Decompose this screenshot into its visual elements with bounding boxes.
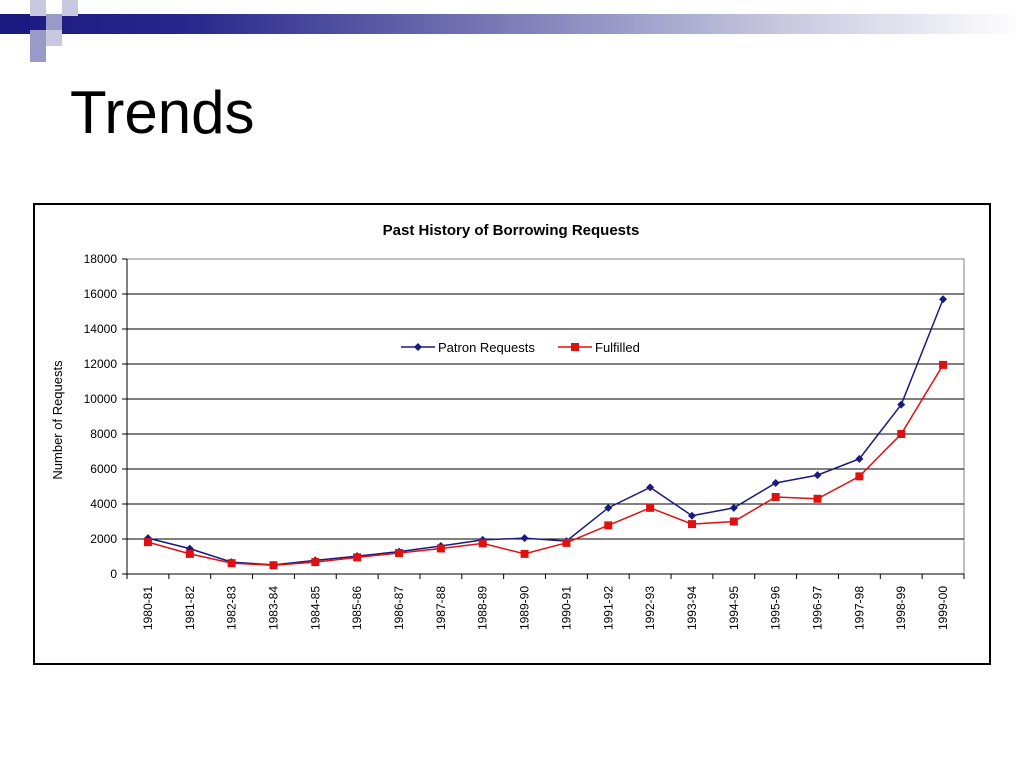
data-point <box>520 549 529 558</box>
chart-title: Past History of Borrowing Requests <box>383 222 640 239</box>
data-point <box>520 534 529 543</box>
legend-label: Patron Requests <box>438 340 535 355</box>
series-patron-requests <box>143 295 948 569</box>
legend-item-fulfilled: Fulfilled <box>558 340 640 355</box>
data-point <box>353 553 362 562</box>
header-gradient-band <box>0 14 1024 34</box>
data-point <box>604 521 613 530</box>
data-point <box>646 483 655 492</box>
decor-square-lavender <box>30 30 46 46</box>
series-lines <box>143 295 948 570</box>
plot-area <box>126 258 965 575</box>
data-point <box>855 472 864 481</box>
data-point <box>311 558 320 567</box>
data-point <box>269 561 278 570</box>
data-point <box>687 520 696 529</box>
x-tick-label: 1988-89 <box>476 586 490 630</box>
data-point <box>939 360 948 369</box>
y-tick-label: 6000 <box>90 462 117 476</box>
x-tick-label: 1990-91 <box>559 586 573 630</box>
y-tick-label: 0 <box>110 567 117 581</box>
legend: Patron Requests Fulfilled <box>401 340 640 355</box>
x-tick-label: 1992-93 <box>643 586 657 630</box>
decor-square-light <box>30 0 46 16</box>
x-tick-label: 1989-90 <box>518 586 532 630</box>
x-tick-label: 1995-96 <box>769 586 783 630</box>
data-point <box>813 471 822 480</box>
legend-marker <box>414 343 422 351</box>
x-tick-label: 1986-87 <box>392 586 406 630</box>
y-tick-label: 16000 <box>84 287 118 301</box>
x-tick-label: 1984-85 <box>308 586 322 630</box>
decor-square-light-3 <box>62 0 78 16</box>
legend-marker <box>571 343 579 351</box>
data-point <box>395 549 404 557</box>
y-tick-label: 10000 <box>84 392 118 406</box>
y-tick-label: 12000 <box>84 357 118 371</box>
data-point <box>646 503 655 512</box>
decor-square-navy <box>14 14 30 30</box>
y-tick-label: 14000 <box>84 322 118 336</box>
data-point <box>604 503 613 512</box>
x-tick-label: 1982-83 <box>225 586 239 630</box>
x-tick-label: 1985-86 <box>350 586 364 630</box>
chart-frame: Past History of Borrowing Requests Numbe… <box>33 203 991 665</box>
line-chart: Past History of Borrowing Requests Numbe… <box>50 222 965 630</box>
gridlines <box>126 258 965 575</box>
x-tick-label: 1994-95 <box>727 586 741 630</box>
data-point <box>436 544 445 553</box>
slide-title: Trends <box>70 79 255 146</box>
x-tick-label: 1999-00 <box>936 586 950 630</box>
axes: 0 2000 4000 6000 8000 10000 12000 14000 16000 180… <box>84 252 965 630</box>
data-point <box>227 559 236 568</box>
data-point <box>185 549 194 558</box>
x-tick-label: 1991-92 <box>601 586 615 630</box>
data-point <box>729 517 738 526</box>
data-point <box>855 454 864 463</box>
series-line <box>147 298 944 566</box>
x-tick-label: 1980-81 <box>141 586 155 630</box>
data-point <box>143 538 152 547</box>
x-tick-label: 1983-84 <box>266 586 280 630</box>
x-tick-label: 1993-94 <box>685 586 699 630</box>
decor-square-light-2 <box>46 30 62 46</box>
legend-item-patron-requests: Patron Requests <box>401 340 535 355</box>
legend-label: Fulfilled <box>595 340 640 355</box>
data-point <box>562 538 571 547</box>
x-tick-label: 1981-82 <box>183 586 197 630</box>
data-point <box>897 430 906 438</box>
data-point <box>478 539 487 548</box>
data-point <box>771 493 780 501</box>
series-fulfilled <box>143 360 948 570</box>
x-tick-label: 1987-88 <box>434 586 448 630</box>
data-point <box>813 494 822 503</box>
decor-square-lavender-2 <box>46 14 62 30</box>
x-tick-label: 1996-97 <box>811 586 825 630</box>
y-tick-label: 8000 <box>90 427 117 441</box>
x-tick-label: 1997-98 <box>852 586 866 630</box>
series-line <box>147 364 944 567</box>
y-axis-label: Number of Requests <box>50 360 65 480</box>
y-tick-label: 2000 <box>90 532 117 546</box>
y-tick-label: 4000 <box>90 497 117 511</box>
data-point <box>729 503 738 512</box>
decor-square-lavender-3 <box>30 46 46 62</box>
x-tick-label: 1998-99 <box>894 586 908 630</box>
data-point <box>897 400 906 409</box>
data-point <box>939 295 948 304</box>
y-tick-label: 18000 <box>84 252 118 266</box>
data-point <box>771 479 780 487</box>
